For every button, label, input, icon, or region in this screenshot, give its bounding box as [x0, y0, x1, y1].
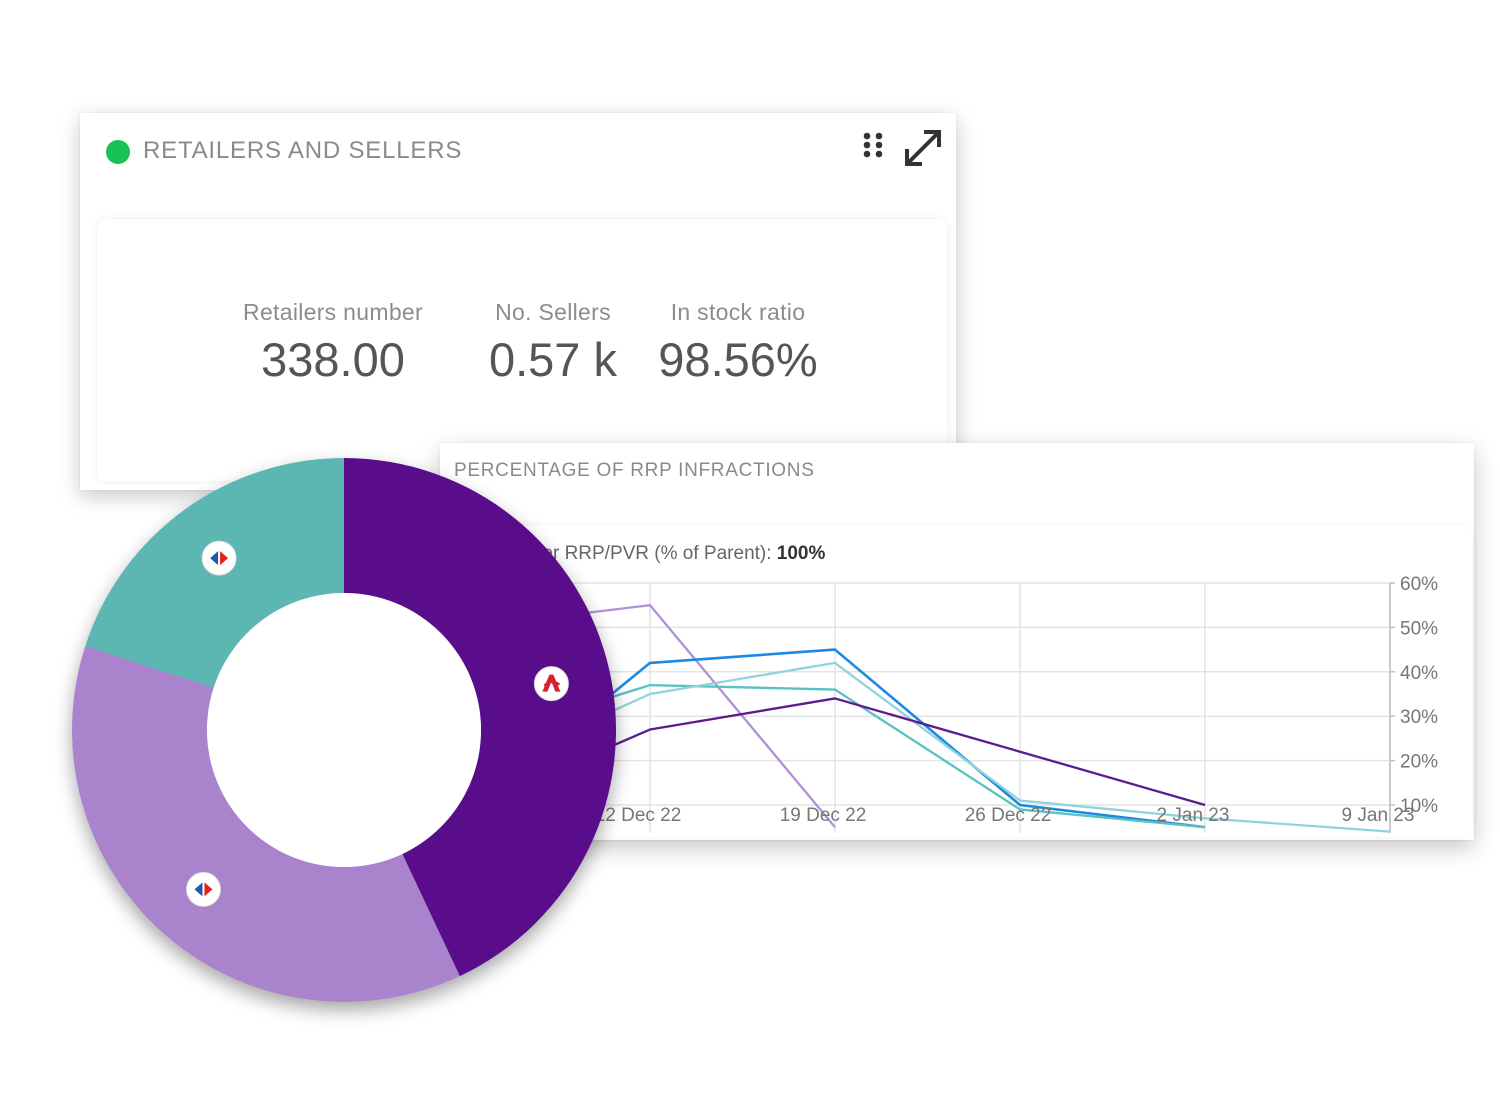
- carrefour-logo-icon: [185, 871, 221, 907]
- auchan-logo-icon: [533, 666, 569, 702]
- y-tick-label: 40%: [1400, 663, 1438, 684]
- x-tick-label: 12 Dec 22: [595, 805, 682, 826]
- status-dot-icon: [106, 140, 130, 164]
- subtitle-value: 100%: [776, 543, 826, 564]
- x-tick-label: 26 Dec 22: [965, 805, 1052, 826]
- kpi-value: 98.56%: [658, 333, 818, 386]
- card-header: RETAILERS AND SELLERS: [80, 113, 956, 193]
- line-chart: 60% 50% 40% 30% 20% 10% 12 Dec 22 19 Dec 22 26 D…: [468, 574, 1438, 833]
- y-tick-label: 10%: [1400, 796, 1438, 817]
- card-title: RETAILERS AND SELLERS: [143, 137, 463, 164]
- y-tick-label: 60%: [1400, 574, 1438, 595]
- kpi-label: In stock ratio: [670, 299, 806, 325]
- x-tick-label: 19 Dec 22: [780, 805, 867, 826]
- y-tick-label: 20%: [1400, 752, 1438, 773]
- donut-segment-carrefour[interactable]: [71, 645, 460, 1002]
- x-tick-label: 2 Jan 23: [1157, 805, 1230, 826]
- y-tick-label: 30%: [1400, 707, 1438, 728]
- kpi-label: Retailers number: [243, 299, 423, 325]
- expand-icon[interactable]: [902, 127, 944, 169]
- kpi-panel: Retailers number 338.00 No. Sellers 0.57…: [97, 219, 947, 481]
- kpi-in-stock-ratio: In stock ratio 98.56%: [653, 299, 823, 387]
- donut-segment-auchan[interactable]: [344, 458, 616, 977]
- retailers-sellers-card: RETAILERS AND SELLERS Retailers number 3…: [80, 113, 956, 490]
- kpi-label: No. Sellers: [495, 299, 611, 325]
- x-tick-label: 9 Jan 23: [1342, 805, 1415, 826]
- drag-handle-icon[interactable]: [860, 131, 886, 165]
- donut-chart: [71, 458, 616, 1002]
- kpi-no-sellers: No. Sellers 0.57 k: [483, 299, 623, 387]
- donut-hole: [207, 593, 481, 867]
- kpi-retailers-number: Retailers number 338.00: [223, 299, 443, 387]
- y-tick-label: 50%: [1400, 618, 1438, 639]
- kpi-value: 0.57 k: [488, 333, 618, 386]
- kpi-value: 338.00: [261, 333, 405, 386]
- donut-chart-container: [60, 450, 630, 1020]
- carrefour-logo-icon: [201, 540, 237, 576]
- series-line-4: [468, 661, 1390, 833]
- card-title: PERCENTAGE OF RRP INFRACTIONS: [454, 460, 815, 481]
